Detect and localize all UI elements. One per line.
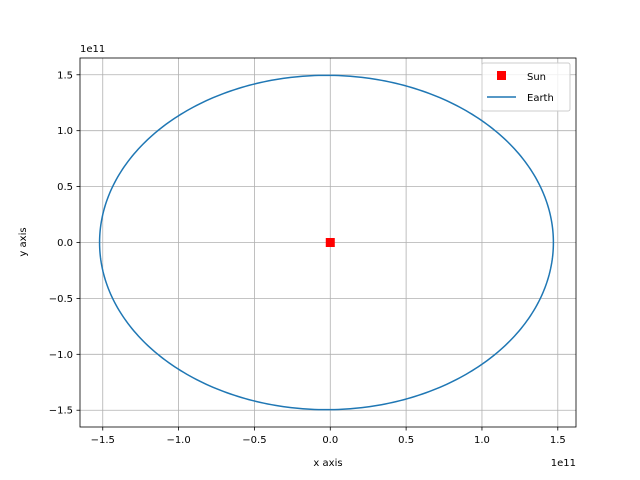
series-layer — [98, 74, 555, 411]
x-tick-label: −1.5 — [91, 435, 115, 446]
x-tick-label: 0.5 — [398, 435, 414, 446]
y-tick-label: −0.5 — [49, 294, 73, 305]
legend-earth-label: Earth — [527, 93, 554, 104]
y-axis-label: y axis — [18, 227, 29, 256]
y-tick-label: −1.5 — [49, 406, 73, 417]
earth-orbit-line — [98, 74, 555, 411]
x-tick-label: 1.0 — [474, 435, 490, 446]
x-tick-label: 0.0 — [322, 435, 338, 446]
legend-frame — [481, 62, 571, 112]
x-tick-label: 1.5 — [550, 435, 566, 446]
y-tick-label: 1.5 — [57, 70, 73, 81]
x-axis-label: x axis — [313, 458, 342, 469]
legend-sun-marker — [497, 71, 506, 80]
legend-sun-label: Sun — [527, 72, 546, 83]
ticks-layer: −1.5 −1.0 −0.5 0.0 0.5 1.0 1.5 −1.5 −1.0 −0.5 0.0 0… — [49, 70, 566, 446]
x-tick-label: −1.0 — [166, 435, 190, 446]
y-tick-label: 1.0 — [57, 126, 73, 137]
legend: Sun Earth — [481, 62, 571, 112]
sun-marker — [325, 238, 335, 247]
x-tick-label: −0.5 — [242, 435, 266, 446]
y-tick-label: −1.0 — [49, 350, 73, 361]
x-offset-label: 1e11 — [551, 458, 576, 469]
y-offset-label: 1e11 — [80, 44, 105, 55]
y-tick-label: 0.5 — [57, 182, 73, 193]
y-tick-label: 0.0 — [57, 238, 73, 249]
